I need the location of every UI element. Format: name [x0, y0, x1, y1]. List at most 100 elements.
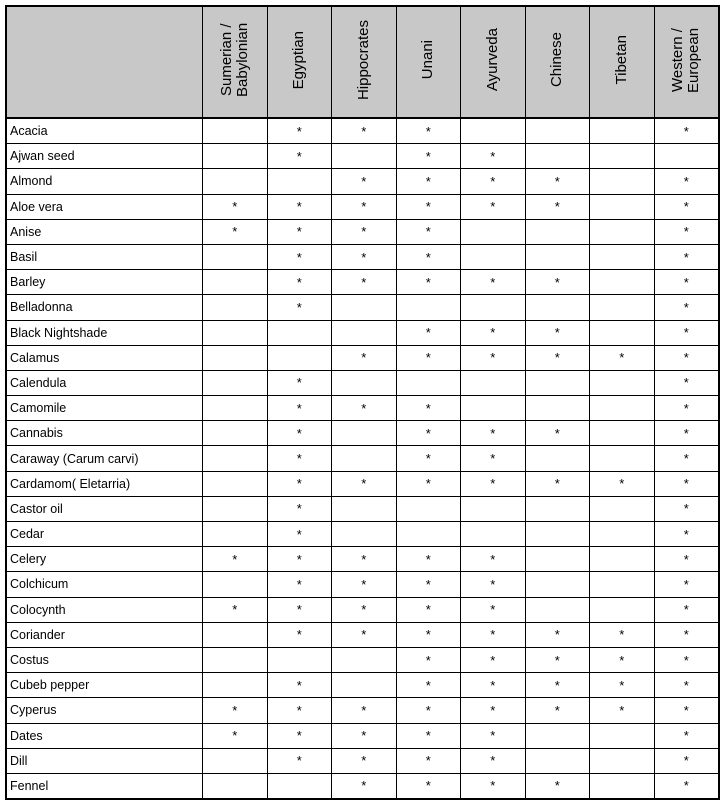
herb-name: Calamus [5, 344, 203, 371]
tradition-cell [524, 143, 590, 170]
tradition-cell: * [460, 621, 526, 648]
herb-name: Basil [5, 243, 203, 271]
table-row: Colchicum * * * * * [5, 571, 720, 598]
tradition-cell: * [589, 470, 655, 497]
tradition-cell [266, 646, 332, 674]
tradition-cell [589, 319, 655, 346]
tradition-cell: * [266, 722, 332, 749]
tradition-cell: * [202, 218, 268, 245]
tradition-cell [202, 243, 268, 271]
table-row: Anise * * * * * [5, 218, 720, 245]
tradition-cell: * [524, 646, 590, 674]
tradition-cell [202, 571, 268, 598]
tradition-cell: * [202, 697, 268, 724]
tradition-cell [460, 218, 526, 245]
tradition-cell [589, 369, 655, 397]
herb-name: Acacia [5, 117, 203, 145]
tradition-cell: * [460, 571, 526, 598]
tradition-cell: * [460, 747, 526, 774]
tradition-cell: * [202, 546, 268, 573]
tradition-cell: * [653, 672, 720, 699]
herb-name: Calendula [5, 369, 203, 397]
tradition-cell: * [331, 697, 397, 724]
tradition-cell [202, 117, 268, 145]
column-header: Chinese [524, 5, 590, 119]
table-row: Calendula * * [5, 369, 720, 397]
tradition-cell: * [395, 193, 461, 220]
table-row: Celery * * * * * * [5, 546, 720, 573]
tradition-cell: * [653, 571, 720, 598]
herb-name: Camomile [5, 395, 203, 422]
tradition-cell [524, 520, 590, 548]
tradition-cell [202, 621, 268, 648]
tradition-cell: * [653, 319, 720, 346]
tradition-cell [202, 672, 268, 699]
tradition-cell: * [331, 269, 397, 296]
tradition-cell: * [395, 772, 461, 800]
tradition-cell: * [395, 571, 461, 598]
table-row: Almond * * * * * [5, 168, 720, 195]
tradition-cell [524, 546, 590, 573]
table-row: Dates * * * * * * [5, 722, 720, 749]
tradition-cell: * [202, 722, 268, 749]
tradition-cell [524, 294, 590, 321]
tradition-cell [202, 319, 268, 346]
table-row: Cannabis * * * * * [5, 420, 720, 447]
tradition-cell: * [653, 747, 720, 774]
column-header: Sumerian / Babylonian [202, 5, 268, 119]
tradition-cell: * [460, 319, 526, 346]
tradition-cell: * [524, 168, 590, 195]
tradition-cell: * [524, 319, 590, 346]
tradition-cell: * [460, 168, 526, 195]
tradition-cell [331, 672, 397, 699]
tradition-cell: * [266, 117, 332, 145]
tradition-cell [266, 772, 332, 800]
tradition-cell: * [395, 722, 461, 749]
tradition-cell [202, 495, 268, 523]
tradition-cell [202, 369, 268, 397]
tradition-cell [524, 571, 590, 598]
tradition-cell [202, 344, 268, 371]
tradition-cell: * [524, 193, 590, 220]
column-label: Sumerian / Babylonian [217, 22, 251, 98]
column-header: Unani [395, 5, 461, 119]
tradition-cell: * [460, 344, 526, 371]
tradition-cell: * [331, 117, 397, 145]
tradition-cell: * [266, 218, 332, 245]
tradition-cell: * [524, 470, 590, 497]
table-row: Colocynth * * * * * * [5, 596, 720, 623]
tradition-cell: * [266, 470, 332, 497]
tradition-cell [331, 495, 397, 523]
herb-name: Coriander [5, 621, 203, 648]
tradition-cell [202, 395, 268, 422]
herb-name: Colocynth [5, 596, 203, 623]
tradition-cell: * [266, 747, 332, 774]
tradition-cell: * [589, 344, 655, 371]
tradition-cell [460, 369, 526, 397]
tradition-cell: * [460, 722, 526, 749]
tradition-cell: * [653, 344, 720, 371]
tradition-cell [202, 520, 268, 548]
tradition-cell [202, 143, 268, 170]
tradition-cell: * [331, 747, 397, 774]
tradition-cell [460, 520, 526, 548]
tradition-cell: * [653, 420, 720, 447]
tradition-cell: * [331, 193, 397, 220]
tradition-cell: * [589, 672, 655, 699]
tradition-cell: * [653, 193, 720, 220]
tradition-cell: * [524, 672, 590, 699]
tradition-cell: * [266, 445, 332, 472]
column-label: Tibetan [612, 35, 630, 85]
tradition-cell [331, 294, 397, 321]
herb-name: Fennel [5, 772, 203, 800]
tradition-cell: * [653, 269, 720, 296]
tradition-cell: * [653, 168, 720, 195]
herb-name: Colchicum [5, 571, 203, 598]
tradition-cell [589, 143, 655, 170]
tradition-cell [589, 294, 655, 321]
tradition-cell [589, 168, 655, 195]
tradition-cell [331, 445, 397, 472]
tradition-cell: * [266, 520, 332, 548]
tradition-cell [589, 571, 655, 598]
